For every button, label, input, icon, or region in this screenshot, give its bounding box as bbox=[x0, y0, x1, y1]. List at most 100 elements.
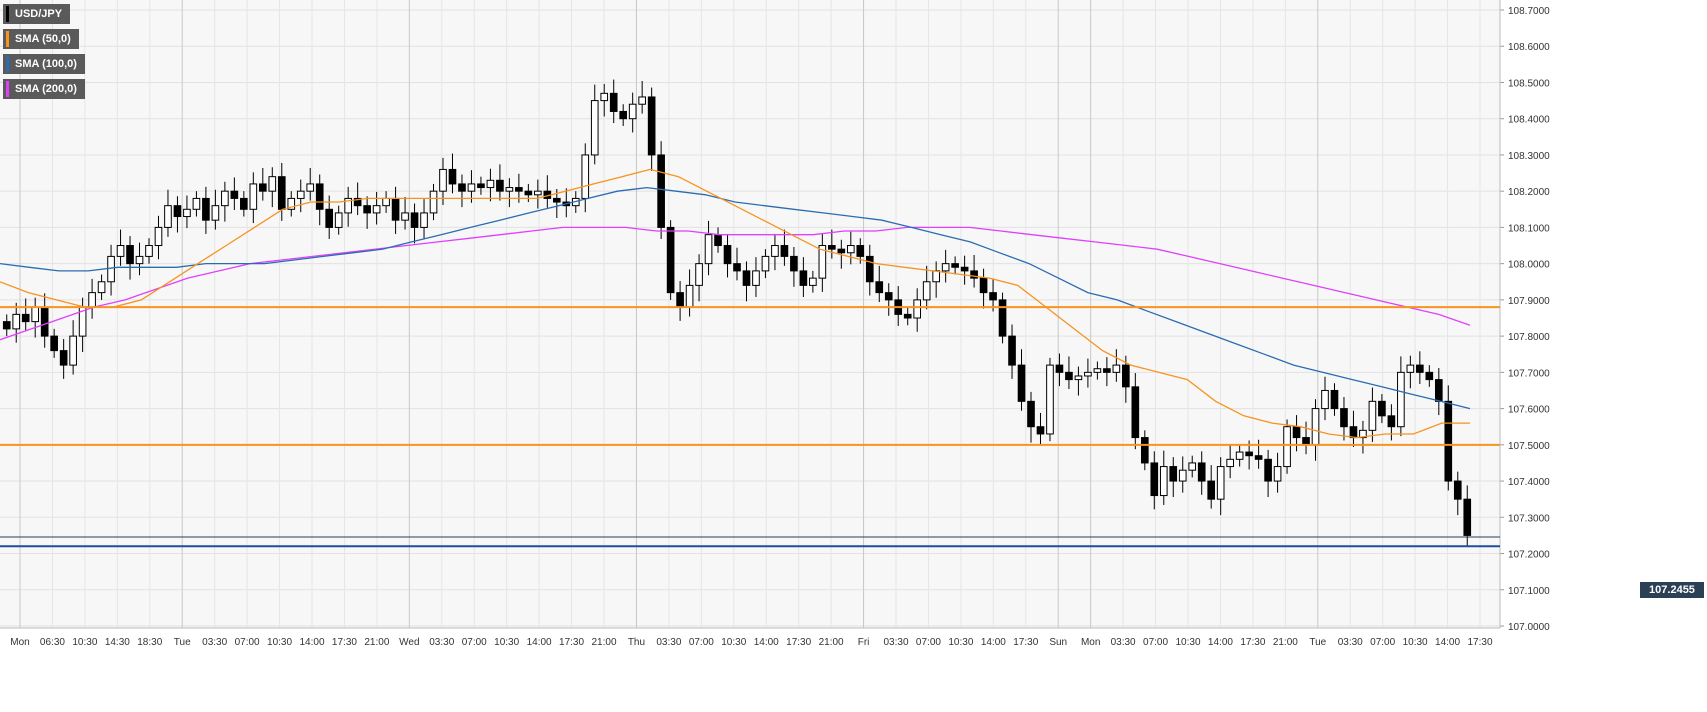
candle-body bbox=[202, 197, 210, 221]
candle-body bbox=[1169, 466, 1178, 482]
candle-body bbox=[1273, 466, 1282, 482]
candle-body bbox=[951, 263, 959, 268]
candle-body bbox=[344, 197, 352, 214]
x-tick-label: 17:30 bbox=[559, 637, 584, 648]
y-tick-label: 107.3000 bbox=[1508, 513, 1550, 524]
candle-body bbox=[1074, 375, 1083, 381]
candle-body bbox=[69, 335, 77, 366]
candle-body bbox=[1292, 426, 1301, 439]
candle-body bbox=[249, 183, 258, 210]
candle-body bbox=[581, 154, 590, 199]
x-tick-label: 14:00 bbox=[1435, 637, 1460, 648]
candle-body bbox=[448, 168, 457, 185]
legend-item-usdjpy[interactable]: USD/JPY bbox=[3, 4, 71, 24]
x-tick-label: 14:00 bbox=[527, 637, 552, 648]
candle-body bbox=[21, 313, 30, 323]
plot-area bbox=[0, 0, 1500, 628]
candle-body bbox=[846, 245, 855, 254]
y-tick-label: 107.4000 bbox=[1508, 477, 1550, 488]
legend-item-sma200[interactable]: SMA (200,0) bbox=[3, 79, 85, 99]
x-tick-label: Fri bbox=[858, 637, 870, 648]
candle-body bbox=[401, 212, 409, 221]
candle-body bbox=[932, 270, 940, 283]
y-tick-label: 108.7000 bbox=[1508, 6, 1550, 17]
y-tick-label: 108.0000 bbox=[1508, 260, 1550, 271]
x-tick-label: 10:30 bbox=[1403, 637, 1428, 648]
candle-body bbox=[183, 208, 191, 218]
candle-body bbox=[1330, 389, 1339, 410]
candle-body bbox=[1349, 426, 1358, 439]
x-tick-label: Mon bbox=[10, 637, 29, 648]
legend-label-sma50: SMA (50,0) bbox=[15, 33, 71, 45]
candle-body bbox=[1207, 480, 1216, 500]
candle-body bbox=[1093, 368, 1102, 373]
candle-body bbox=[410, 212, 419, 228]
candle-body bbox=[600, 92, 609, 102]
candle-body bbox=[164, 205, 172, 228]
candle-body bbox=[1197, 462, 1206, 482]
candle-body bbox=[856, 245, 865, 257]
x-tick-label: 03:30 bbox=[656, 637, 681, 648]
candle-body bbox=[59, 350, 68, 366]
candle-body bbox=[477, 183, 485, 189]
candle-body bbox=[1103, 368, 1111, 373]
candle-body bbox=[353, 197, 362, 207]
x-tick-label: 21:00 bbox=[819, 637, 844, 648]
candle-body bbox=[334, 212, 343, 228]
candle-body bbox=[666, 226, 675, 294]
candle-body bbox=[88, 292, 96, 308]
candle-body bbox=[1036, 426, 1045, 435]
candle-body bbox=[1453, 480, 1462, 500]
candle-body bbox=[1122, 364, 1130, 388]
candle-body bbox=[1008, 335, 1016, 366]
candle-body bbox=[1387, 415, 1396, 428]
candle-body bbox=[1055, 364, 1064, 373]
candle-body bbox=[97, 281, 106, 294]
x-tick-label: 10:30 bbox=[948, 637, 973, 648]
candle-body bbox=[960, 266, 969, 272]
candle-body bbox=[192, 197, 201, 210]
candle-body bbox=[1406, 364, 1415, 373]
candle-body bbox=[970, 270, 978, 279]
y-tick-label: 107.7000 bbox=[1508, 368, 1550, 379]
candle-body bbox=[50, 335, 58, 352]
legend-item-sma50[interactable]: SMA (50,0) bbox=[3, 29, 79, 49]
y-tick-label: 107.9000 bbox=[1508, 296, 1550, 307]
candle-body bbox=[609, 92, 618, 112]
candle-body bbox=[1254, 455, 1263, 460]
candle-body bbox=[40, 306, 49, 337]
candle-body bbox=[1425, 371, 1434, 381]
candle-body bbox=[809, 277, 817, 286]
candle-body bbox=[733, 263, 741, 272]
candle-body bbox=[467, 183, 476, 192]
candle-body bbox=[325, 208, 334, 228]
candle-body bbox=[496, 179, 504, 192]
sma-100-line bbox=[0, 186, 1471, 410]
candle-body bbox=[780, 245, 789, 257]
x-tick-label: 07:00 bbox=[235, 637, 260, 648]
candle-body bbox=[1188, 462, 1197, 471]
y-tick-label: 108.4000 bbox=[1508, 115, 1550, 126]
x-tick-label: 10:30 bbox=[72, 637, 97, 648]
candle-body bbox=[1434, 379, 1443, 402]
candle-body bbox=[1150, 462, 1159, 497]
legend-item-sma100[interactable]: SMA (100,0) bbox=[3, 54, 85, 74]
x-tick-label: 14:00 bbox=[299, 637, 324, 648]
candle-body bbox=[1235, 451, 1244, 460]
x-tick-label: 10:30 bbox=[721, 637, 746, 648]
candle-body bbox=[458, 183, 466, 192]
candle-body bbox=[922, 281, 931, 301]
x-tick-label: 03:30 bbox=[429, 637, 454, 648]
candle-body bbox=[145, 245, 153, 257]
y-tick-label: 108.5000 bbox=[1508, 78, 1550, 89]
candle-body bbox=[296, 190, 305, 199]
x-tick-label: 17:30 bbox=[786, 637, 811, 648]
x-tick-label: 07:00 bbox=[916, 637, 941, 648]
candle-body bbox=[1378, 400, 1386, 417]
x-tick-label: 07:00 bbox=[1370, 637, 1395, 648]
x-tick-label: 03:30 bbox=[202, 637, 227, 648]
candle-body bbox=[315, 183, 324, 210]
x-tick-label: 10:30 bbox=[267, 637, 292, 648]
x-tick-label: Sun bbox=[1049, 637, 1067, 648]
